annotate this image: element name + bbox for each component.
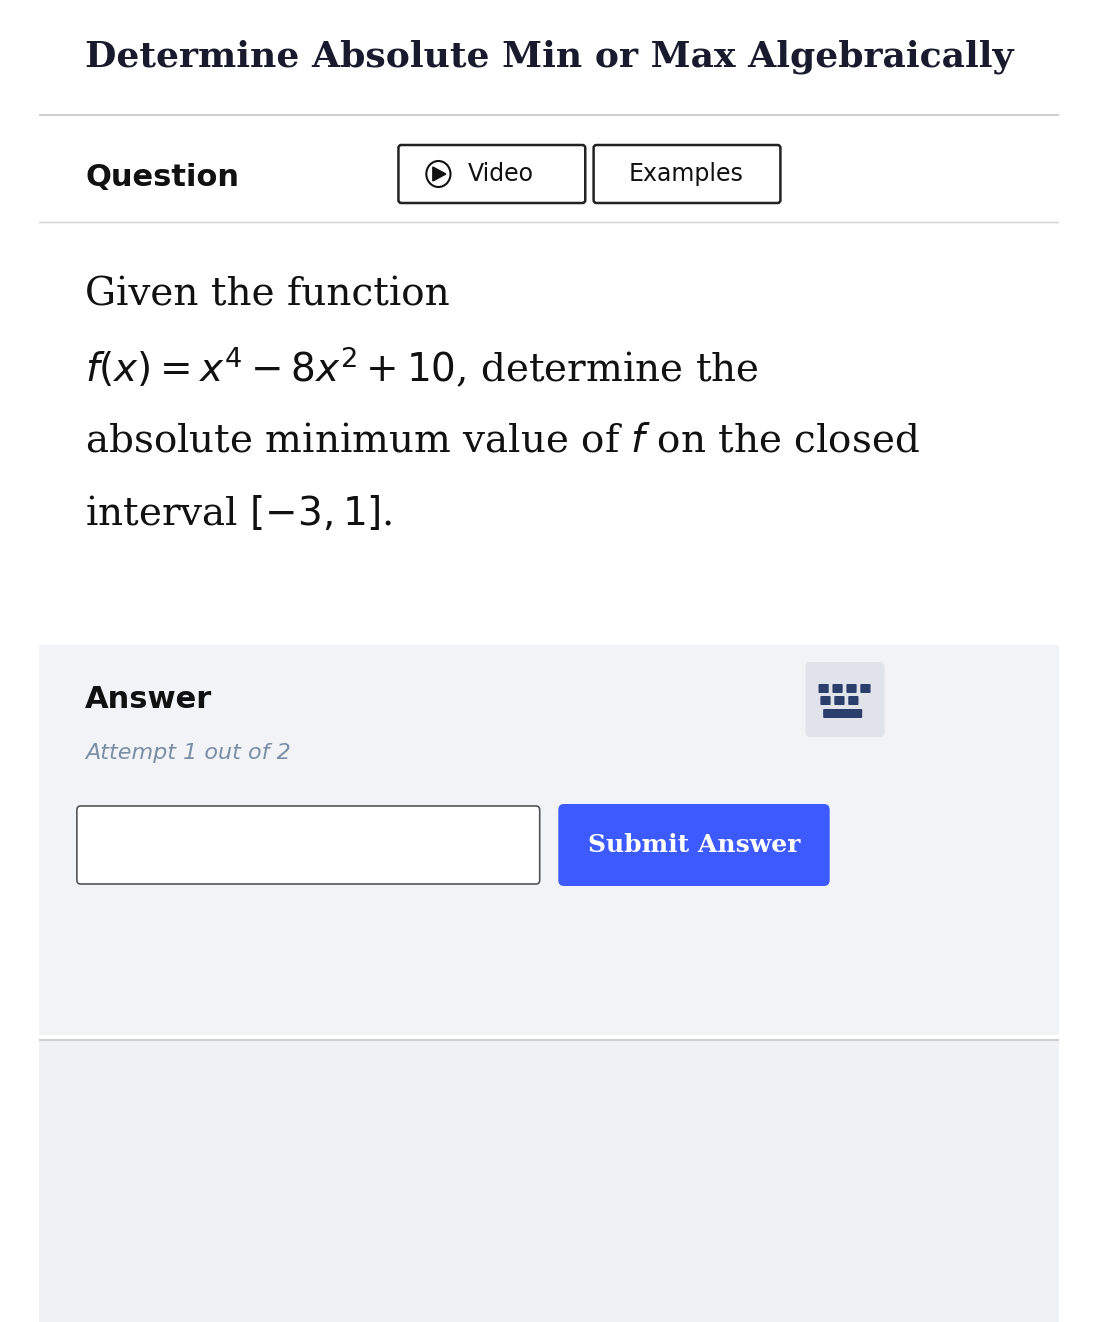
FancyBboxPatch shape — [558, 804, 830, 886]
FancyBboxPatch shape — [832, 683, 842, 693]
FancyBboxPatch shape — [77, 806, 540, 884]
Text: $f(x) = x^4 - 8x^2 + 10$, determine the: $f(x) = x^4 - 8x^2 + 10$, determine the — [86, 345, 759, 390]
Text: Determine Absolute Min or Max Algebraically: Determine Absolute Min or Max Algebraica… — [85, 40, 1013, 74]
FancyBboxPatch shape — [847, 683, 856, 693]
FancyBboxPatch shape — [818, 683, 829, 693]
Text: absolute minimum value of $f$ on the closed: absolute minimum value of $f$ on the clo… — [86, 423, 920, 460]
FancyBboxPatch shape — [820, 695, 830, 705]
Text: Given the function: Given the function — [86, 276, 450, 313]
Text: Video: Video — [468, 163, 534, 186]
FancyBboxPatch shape — [806, 662, 885, 736]
FancyBboxPatch shape — [861, 683, 871, 693]
FancyBboxPatch shape — [849, 695, 859, 705]
Text: Submit Answer: Submit Answer — [587, 833, 800, 857]
Polygon shape — [433, 167, 446, 181]
FancyBboxPatch shape — [824, 709, 862, 718]
FancyBboxPatch shape — [38, 0, 1060, 115]
FancyBboxPatch shape — [834, 695, 844, 705]
FancyBboxPatch shape — [38, 1040, 1060, 1322]
Text: Examples: Examples — [629, 163, 744, 186]
FancyBboxPatch shape — [38, 645, 1060, 1035]
FancyBboxPatch shape — [594, 145, 781, 204]
Text: Answer: Answer — [86, 686, 213, 714]
Text: interval $[-3, 1]$.: interval $[-3, 1]$. — [86, 494, 393, 534]
FancyBboxPatch shape — [399, 145, 585, 204]
FancyBboxPatch shape — [38, 115, 1060, 645]
Text: Attempt 1 out of 2: Attempt 1 out of 2 — [86, 743, 291, 763]
Text: Question: Question — [86, 164, 239, 193]
